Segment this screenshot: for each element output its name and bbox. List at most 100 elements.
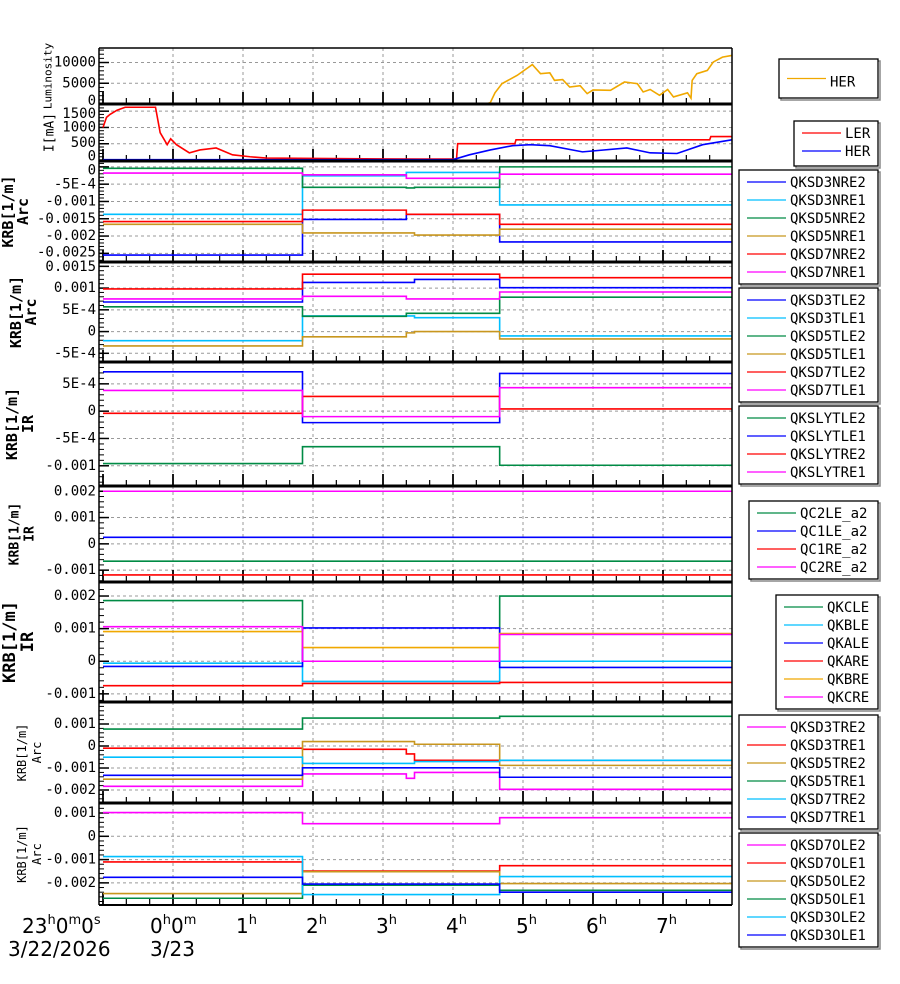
series-line-qksd7ole2 [103,811,732,825]
y-tick-label: 5000 [62,75,96,91]
y-tick-label: -0.002 [45,875,96,891]
series-line-qksd5nre2 [103,166,732,189]
y-axis-label: IR [23,526,38,542]
legend-label: QKSD3NRE1 [790,193,866,209]
panel-6: 0.002 0.001 0 -0.001 KRB[1/m] IR [8,483,733,582]
y-tick-label: 5E-4 [62,376,96,392]
series-line-ler [102,106,732,160]
legend-label: QKSD3TRE2 [790,720,866,736]
panel-9: 0.001 0 -0.001 -0.002 KRB[1/m] Arc [15,801,733,905]
legend-label: QKSD5TRE2 [790,756,866,772]
legend-panel-5: QKSLYTLE2 QKSLYTLE1 QKSLYTRE2 QKSLYTRE1 [738,405,881,487]
y-axis-label: KRB[1/m] [3,388,21,460]
legend-label: QKSD5NRE1 [790,229,866,245]
x-tick-value: 2 [306,914,319,938]
series-line-qksd5tle1 [103,330,732,347]
y-tick-label: -0.001 [45,686,96,702]
series-line-qkale [103,627,732,669]
x-date-label: 3/23 [150,937,195,961]
series-line-qksd5tre1 [103,715,732,730]
legend-label: QKARE [827,654,869,670]
x-tick-unit: h [529,913,537,928]
y-tick-label: 0.0015 [45,259,96,275]
y-tick-label: 0.002 [54,483,96,499]
series-line-qksd7tle1 [103,291,732,300]
legend-label: QC1LE_a2 [800,524,867,540]
x-tick-unit: h [47,913,55,928]
y-tick-label: 0.001 [54,805,96,821]
legend-label: HER [830,75,856,91]
legend-label: QKSLYTRE1 [790,465,866,481]
legend-label: QKALE [827,636,869,652]
y-tick-label: -0.001 [45,760,96,776]
legend-label: QKCLE [827,600,869,616]
series-line-qksd5nre1 [103,223,732,236]
series-line-qkslytle2 [103,445,732,467]
x-axis-labels: 23h0m0s 0h0m 1h 2h 3h 4h 5h 6h 7h3/22/2026 3/23 [8,913,677,961]
legend-label: QKSD7NRE2 [790,247,866,263]
legend-box [738,714,879,830]
x-tick-label: 2h [306,913,327,938]
y-tick-label: 0 [88,162,96,178]
x-tick-value: 6 [586,914,599,938]
legend-label: QKSD5TRE1 [790,774,866,790]
x-tick-value: 0 [171,914,184,938]
legend-label: QKSD5TLE1 [790,347,866,363]
legend-label: QKSD7OLE2 [790,838,866,854]
x-tick-unit: m [68,913,81,928]
y-tick-label: 0 [88,536,96,552]
x-tick-label: 4h [446,913,467,938]
y-axis-label: Arc [14,198,32,225]
x-tick-value: 0 [150,914,163,938]
y-tick-label: -0.002 [45,782,96,798]
y-tick-label: 0.001 [54,716,96,732]
x-tick-unit: h [389,913,397,928]
panel-3: 0-5E-4-0.001 -0.0015-0.002-0.0025 KRB[1/m]… [0,159,733,262]
legend-label: QKSD7TLE1 [790,383,866,399]
series-line-qkslytre2 [103,395,732,415]
legend-box [738,405,879,485]
series-line-her [103,139,732,161]
legend-label: QKSD3TLE1 [790,311,866,327]
y-axis-label: KRB[1/m] [15,825,29,883]
x-tick-label: 7h [656,913,677,938]
legend-label: QKSD3OLE2 [790,910,866,926]
y-axis-label: KRB[1/m] [0,601,20,683]
legend-label: QKSLYTLE2 [790,411,866,427]
legend-label: HER [845,144,871,160]
legend-label: QKBLE [827,618,869,634]
x-tick-label: 23h0m0s [22,913,101,938]
y-tick-label: 0.002 [54,588,96,604]
series-line-qksd3tle1 [103,315,732,342]
legend-label: QKSLYTRE2 [790,447,866,463]
legend-label: QKSD7TLE2 [790,365,866,381]
legend-box [775,594,879,710]
legend-panel-6: QC2LE_a2 QC1LE_a2 QC1RE_a2 QC2RE_a2 [748,500,881,582]
x-tick-value: 0 [56,914,69,938]
legend-panel-2: LER HER [793,120,881,169]
y-tick-label: 0.001 [54,510,96,526]
legend-label: QC1RE_a2 [800,542,867,558]
legend-label: QKSD3NRE2 [790,175,866,191]
legend-panel-4: QKSD3TLE2 QKSD3TLE1 QKSD5TLE2 QKSD5TLE1 QKSD… [738,287,881,405]
series-line-qkcre [103,625,732,663]
y-tick-label: 1000 [62,119,96,135]
legend-label: QKSD3TRE1 [790,738,866,754]
x-tick-value: 5 [516,914,529,938]
x-tick-unit: h [163,913,171,928]
y-axis-label: KRB[1/m] [15,724,29,782]
legend-panel-9: QKSD7OLE2 QKSD7OLE1 QKSD5OLE2 QKSD5OLE1 QKSD… [738,832,881,950]
x-tick-value: 3 [376,914,389,938]
series-line-qkbre [103,630,732,649]
x-tick-value: 7 [656,914,669,938]
series-line-qksd3nre2 [103,213,732,256]
legend-label: QC2RE_a2 [800,560,867,576]
y-axis-label: KRB[1/m] [7,276,25,348]
series-line-qkble [103,660,732,683]
legend-panel-1: HER [778,58,881,101]
series-line-qkare [103,681,732,687]
y-tick-label: 0 [88,324,96,340]
legend-panel-3: QKSD3NRE2 QKSD3NRE1 QKSD5NRE2 QKSD5NRE1 QKSD… [738,169,881,287]
x-date-label: 3/22/2026 [8,937,111,961]
